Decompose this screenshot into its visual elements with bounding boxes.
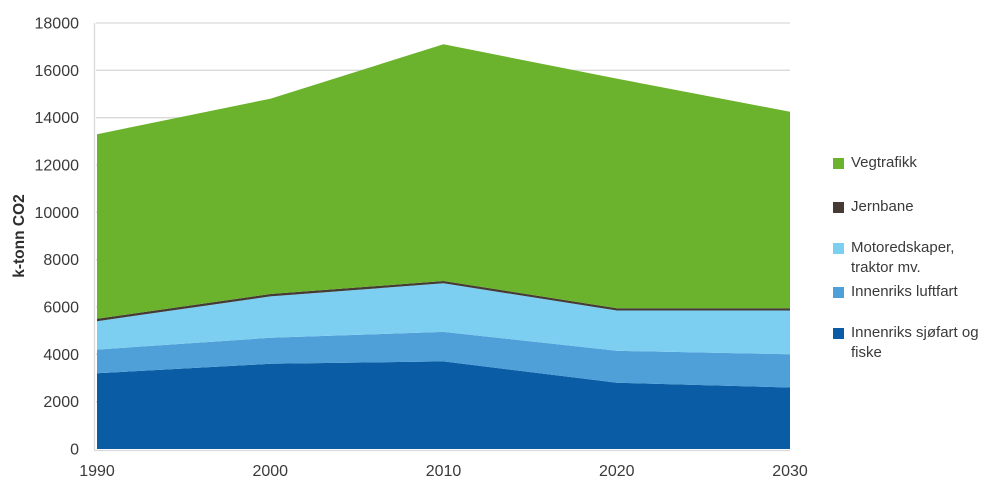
y-tick-label: 6000 [43,300,79,317]
y-tick-label: 18000 [35,16,80,33]
area-innenriks-luftfart [97,331,790,388]
legend-swatch-innenriks-luftfart [833,287,844,298]
area-vegtrafikk [97,44,790,319]
legend-swatch-jernbane [833,202,844,213]
legend-swatch-vegtrafikk [833,158,844,169]
y-axis-title: k-tonn CO2 [11,194,28,278]
legend-label: Vegtrafikk [851,154,917,171]
y-tick-label: 2000 [43,394,79,411]
y-tick-label: 16000 [35,63,80,80]
legend-item-jernbane: Jernbane [833,197,1000,217]
y-tick-label: 12000 [35,158,80,175]
x-tick-label: 2020 [599,463,635,480]
legend-label: Jernbane [851,198,914,215]
legend-swatch-motoredskaper-traktor-mv [833,243,844,254]
area-jernbane [97,281,790,322]
y-tick-label: 14000 [35,110,80,127]
x-tick-label: 2000 [252,463,288,480]
chart-legend: Vegtrafikk Jernbane Motoredskaper, traktor… [833,153,1000,363]
y-tick-label: 8000 [43,252,79,269]
legend-swatch-innenriks-sjøfart-og-fiske [833,328,844,339]
x-tick-label: 2030 [772,463,808,480]
area-innenriks-sjøfart-og-fiske [97,361,790,449]
y-tick-label: 0 [70,442,79,459]
y-tick-label: 4000 [43,347,79,364]
legend-item-innenriks-sjøfart-og-fiske: Innenriks sjøfart og fiske [833,323,1000,363]
legend-label: Innenriks sjøfart og fiske [851,324,979,361]
legend-item-vegtrafikk: Vegtrafikk [833,153,1000,173]
area-motoredskaper-traktor-mv [97,283,790,355]
legend-label: Innenriks luftfart [851,283,958,300]
legend-item-innenriks-luftfart: Innenriks luftfart [833,282,1000,302]
legend-label: Motoredskaper, traktor mv. [851,239,955,276]
legend-item-motoredskaper-traktor-mv: Motoredskaper, traktor mv. [833,238,1000,278]
x-tick-label: 2010 [426,463,462,480]
x-tick-label: 1990 [79,463,115,480]
y-tick-label: 10000 [35,205,80,222]
